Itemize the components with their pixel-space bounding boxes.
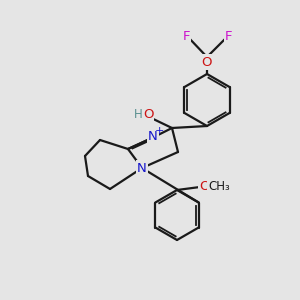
Text: N: N xyxy=(148,130,158,143)
Text: F: F xyxy=(225,29,233,43)
Text: CH₃: CH₃ xyxy=(208,181,230,194)
Text: F: F xyxy=(182,29,190,43)
Text: +: + xyxy=(154,126,164,136)
Text: O: O xyxy=(143,109,153,122)
Text: H: H xyxy=(134,109,142,122)
Text: O: O xyxy=(199,181,209,194)
Text: O: O xyxy=(202,56,212,68)
Text: N: N xyxy=(137,161,147,175)
